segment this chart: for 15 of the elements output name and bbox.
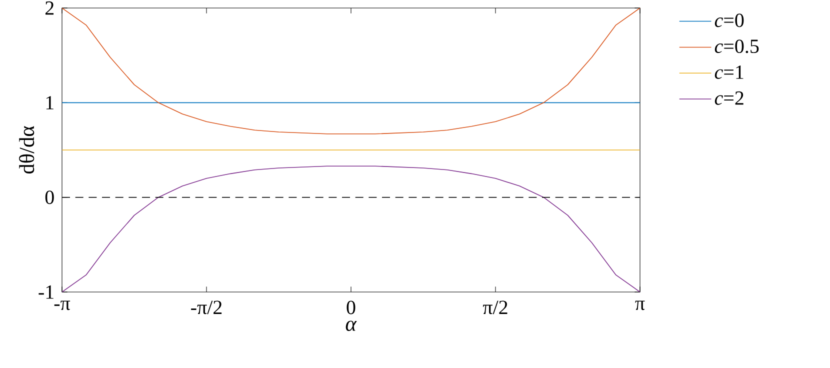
y-tick-label: 1 bbox=[46, 96, 54, 110]
legend-label: c=0 bbox=[714, 14, 744, 28]
x-tick-label: -π/2 bbox=[191, 300, 222, 314]
x-tick-label: π/2 bbox=[482, 300, 508, 314]
y-axis-title: dθ/dα bbox=[19, 126, 34, 174]
legend-label: c=0.5 bbox=[714, 40, 759, 54]
y-tick-label: 0 bbox=[45, 190, 54, 204]
legend-label: c=2 bbox=[714, 91, 744, 105]
x-axis-title: α bbox=[346, 320, 357, 331]
x-tick-label: 0 bbox=[346, 300, 356, 314]
y-tick-label: 2 bbox=[46, 1, 54, 15]
x-tick-label: π bbox=[635, 300, 645, 310]
y-tick-label: -1 bbox=[38, 285, 54, 299]
x-tick-label: -π bbox=[54, 300, 70, 310]
legend-label: c=1 bbox=[714, 66, 744, 79]
